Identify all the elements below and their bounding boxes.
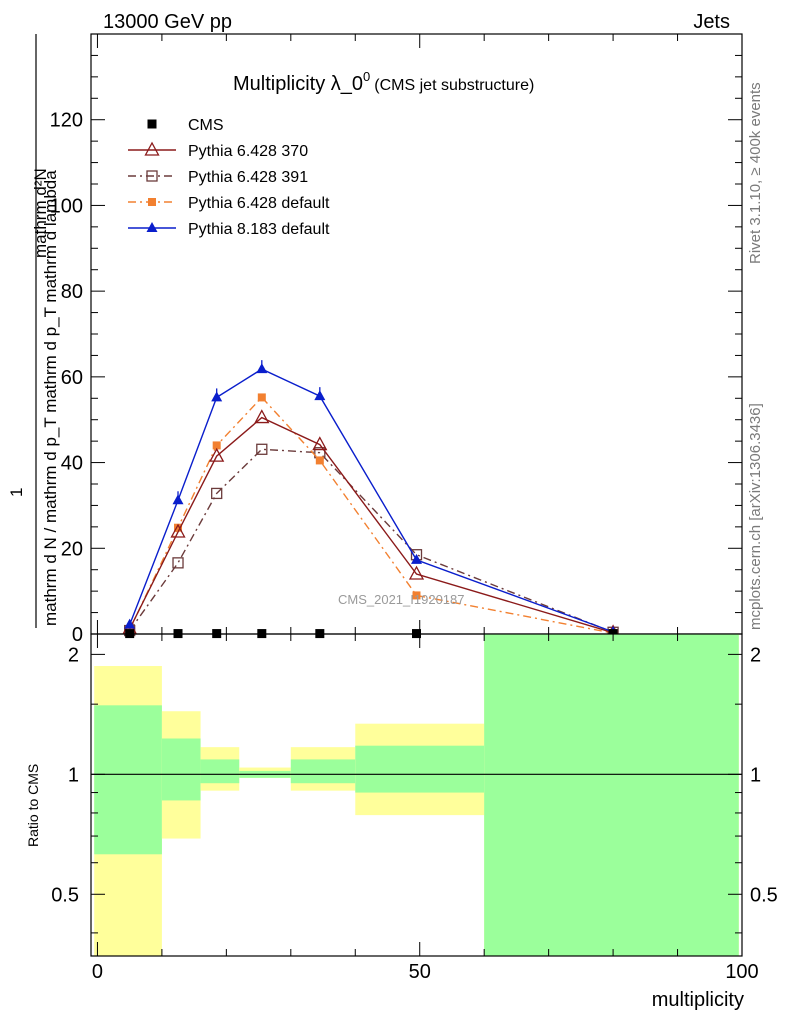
series-point-py6def <box>412 591 421 600</box>
series-point-py370 <box>209 447 225 462</box>
legend-marker-py370 <box>144 141 160 156</box>
series-point-py391 <box>211 487 223 500</box>
plot-title-note: (CMS jet substructure) <box>374 77 534 94</box>
ratio-frame <box>90 633 743 957</box>
ratio-stat-band-4 <box>290 759 356 784</box>
plot-title-main: Multiplicity λ_0 <box>233 73 363 95</box>
series-point-py370 <box>312 436 328 451</box>
process-label: Jets <box>693 11 730 33</box>
ratio-ytick-label-right: 2 <box>750 644 761 666</box>
main-ytick-label: 80 <box>61 281 83 303</box>
mcplots-reference: mcplots.cern.ch [arXiv:1306.3436] <box>747 403 764 630</box>
series-point-py370 <box>254 409 270 424</box>
series-point-py8def <box>256 363 268 374</box>
series-point-py6def <box>212 441 221 450</box>
series-point-py370 <box>408 565 425 580</box>
x-axis-label: multiplicity <box>652 989 744 1011</box>
ratio-stat-band-2 <box>200 759 240 784</box>
legend-marker-cms <box>147 119 157 129</box>
legend-label-py8def: Pythia 8.183 default <box>188 221 330 238</box>
legend-label-py370: Pythia 6.428 370 <box>188 143 308 160</box>
ratio-stat-band-5 <box>355 745 485 793</box>
ratio-stat-band-0 <box>94 705 162 855</box>
ratio-xtick-label: 50 <box>409 961 431 983</box>
main-panel: 0 20 40 60 80 100 120 CMS Pythia 6.428 370 Pythia… <box>50 33 743 646</box>
series-point-py6def <box>257 393 266 402</box>
ratio-ytick-label-right: 0.5 <box>750 884 778 906</box>
main-ytick-label: 60 <box>61 367 83 389</box>
series-point-py8def <box>124 618 136 629</box>
ratio-stat-band-6 <box>484 634 739 956</box>
series-point-py370 <box>170 523 186 538</box>
ratio-stat-band-1 <box>161 738 201 801</box>
y-axis-label-denominator: mathrm d N / mathrm d p_T mathrm d p_T m… <box>41 170 60 626</box>
legend-label-py391: Pythia 6.428 391 <box>188 169 308 186</box>
energy-label: 13000 GeV pp <box>103 11 232 33</box>
series-point-py8def <box>314 390 326 401</box>
legend-label-cms: CMS <box>188 117 224 134</box>
ratio-panel: 0 50 100 0.5 0.5 1 1 2 2 <box>51 633 778 983</box>
series-point-py8def <box>211 391 223 402</box>
ratio-ytick-label-left: 0.5 <box>51 884 79 906</box>
legend-marker-py8def <box>146 222 158 232</box>
analysis-watermark: CMS_2021_I1920187 <box>338 592 465 607</box>
series-point-py8def <box>411 553 422 564</box>
ratio-xtick-label: 0 <box>92 961 103 983</box>
plot-title-sup: 0 <box>363 69 370 84</box>
ratio-xtick-label: 100 <box>725 961 758 983</box>
series-line-py370 <box>129 416 614 634</box>
legend-marker-py391 <box>146 170 158 182</box>
series-point-py8def <box>172 494 184 505</box>
ratio-axis-label: Ratio to CMS <box>25 764 41 847</box>
rivet-version: Rivet 3.1.10, ≥ 400k events <box>747 82 764 264</box>
ratio-ytick-label-right: 1 <box>750 764 761 786</box>
series-point-py6def <box>174 523 183 532</box>
plot-title: Multiplicity λ_00 (CMS jet substructure) <box>233 69 534 95</box>
main-ytick-label: 40 <box>61 453 83 475</box>
main-ytick-label: 0 <box>72 624 83 646</box>
legend-marker-py6def <box>148 198 156 206</box>
legend-label-py6def: Pythia 6.428 default <box>188 195 330 212</box>
y-axis-label-numerator: 1 <box>7 488 26 497</box>
series-point-py6def <box>315 456 324 465</box>
main-ytick-label: 120 <box>50 110 83 132</box>
ratio-ytick-label-left: 1 <box>68 764 79 786</box>
main-ytick-label: 20 <box>61 538 83 560</box>
main-ytick-label: 100 <box>50 195 83 217</box>
series-point-py391 <box>256 443 268 455</box>
series-point-py391 <box>172 557 184 569</box>
ratio-ytick-label-left: 2 <box>68 644 79 666</box>
